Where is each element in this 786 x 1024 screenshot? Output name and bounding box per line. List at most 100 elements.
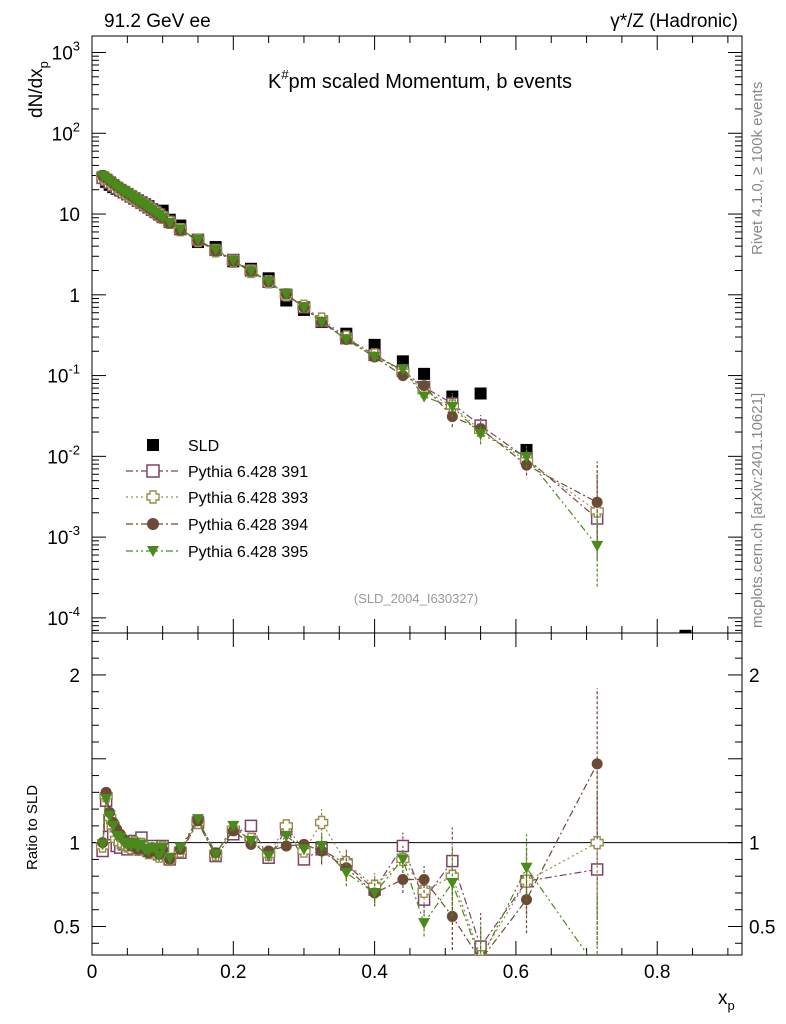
x-tick-label: 0.4 [361,962,388,983]
ratio-y-tick-label-right: 0.5 [749,917,775,938]
legend-marker-391 [146,464,160,478]
data-point-triangle [209,244,222,256]
side-label-rivet: Rivet 4.1.0, ≥ 100k events [749,82,766,255]
data-point-open-square [590,863,604,876]
side-label-mcplots: mcplots.cern.ch [arXiv:2401.10621] [749,393,766,628]
data-point-triangle [174,224,187,236]
data-point-triangle [315,317,328,329]
ratio-panel-frame [91,632,743,956]
title-rest: pm scaled Momentum, b events [289,71,572,93]
data-point-triangle [446,877,459,889]
data-point-square [418,367,431,380]
x-axis-label-main: x [718,988,728,1009]
data-point-triangle [474,428,487,440]
main-series-layer [95,169,692,633]
tick-label-base: 10 [47,367,68,388]
data-point-triangle [446,401,459,413]
series-pythia-6-428-391 [96,171,604,560]
data-point-triangle [297,302,310,314]
main-y-tick-label: 102 [52,119,80,145]
data-point-triangle [156,842,169,854]
ratio-y-tick-label-right: 1 [749,834,760,855]
legend-entry-393: Pythia 6.428 393 [126,490,308,507]
x-tick-label: 0.8 [644,962,670,983]
data-point-triangle [297,844,310,856]
x-axis-label: xp [718,988,735,1013]
data-point-triangle [520,452,533,464]
data-point-cross [314,815,329,830]
data-point-triangle [244,835,257,847]
series-pythia-6-428-394 [97,169,603,544]
x-tick-label: 0.2 [220,962,246,983]
tick-label-exponent: -1 [68,362,80,377]
data-point-triangle [368,887,381,899]
tick-label-base: 10 [52,124,73,145]
data-point-triangle [103,810,116,822]
tick-label-base: 10 [47,609,68,630]
header-right: γ*/Z (Hadronic) [610,11,738,32]
ratio-y-tick-label-right: 2 [749,666,760,687]
x-tick-label: 0.6 [503,962,529,983]
data-point-square [368,338,381,351]
data-point-triangle [475,955,487,966]
tick-label-base: 10 [47,447,68,468]
data-point-circle [591,496,603,508]
tick-label-base: 10 [47,528,68,549]
ratio-y-label: Ratio to SLD [24,785,41,870]
main-y-tick-label: 10-3 [47,523,80,549]
data-point-circle [418,874,430,886]
legend-label-391: Pythia 6.428 391 [188,464,308,481]
data-point-triangle [244,266,257,278]
data-point-triangle [315,840,328,852]
data-point-triangle [520,862,533,874]
data-point-triangle [149,844,162,856]
data-point-triangle [262,276,275,288]
main-y-tick-label: 10-4 [47,604,80,630]
data-point-circle [478,954,483,955]
tick-label-base: 10 [52,43,73,64]
data-point-triangle [340,334,353,346]
data-point-square [474,387,487,400]
series-line [101,800,598,948]
ratio-series-layer [95,688,604,966]
ratio-y-tick-label: 0.5 [54,917,80,938]
main-y-tick-label: 10-2 [47,442,80,468]
ratio-y-tick-label: 2 [69,666,80,687]
main-y-tick-label: 10 [59,205,80,226]
main-y-tick-label: 1 [69,286,80,307]
header-left: 91.2 GeV ee [104,11,211,32]
data-point-triangle [591,540,604,552]
data-point-circle [397,874,409,886]
data-point-square [679,629,692,633]
legend-entry-391: Pythia 6.428 391 [126,464,308,481]
legend-entry-sld: SLD [147,438,219,455]
legend-label-393: Pythia 6.428 393 [188,490,308,507]
data-point-triangle [96,839,109,851]
series-line [101,795,598,955]
series-pythia-6-428-395 [96,171,604,587]
ratio-y-tick-label: 1 [69,834,80,855]
data-point-triangle [280,289,293,301]
tick-label-exponent: -2 [68,442,80,457]
tick-label-exponent: -4 [68,604,80,619]
data-point-triangle [280,830,293,842]
data-point-triangle [262,851,275,863]
main-y-label-sub: p [36,61,51,68]
x-tick-label: 0 [87,962,98,983]
main-y-tick-label: 103 [52,38,80,64]
x-axis-label-sub: p [728,998,735,1013]
data-point-triangle [100,794,113,806]
data-point-triangle [396,364,409,376]
data-point-open-square [244,819,258,833]
legend-entry-395: Pythia 6.428 395 [126,544,308,561]
legend-marker-sld [147,439,159,451]
legend-marker-393 [146,490,160,504]
tick-label-exponent: -3 [68,523,80,538]
data-point-circle [591,758,603,770]
main-y-label: dN/dxp [26,61,51,118]
data-point-triangle [368,351,381,363]
legend-label-sld: SLD [188,438,219,455]
data-point-triangle [396,854,409,866]
